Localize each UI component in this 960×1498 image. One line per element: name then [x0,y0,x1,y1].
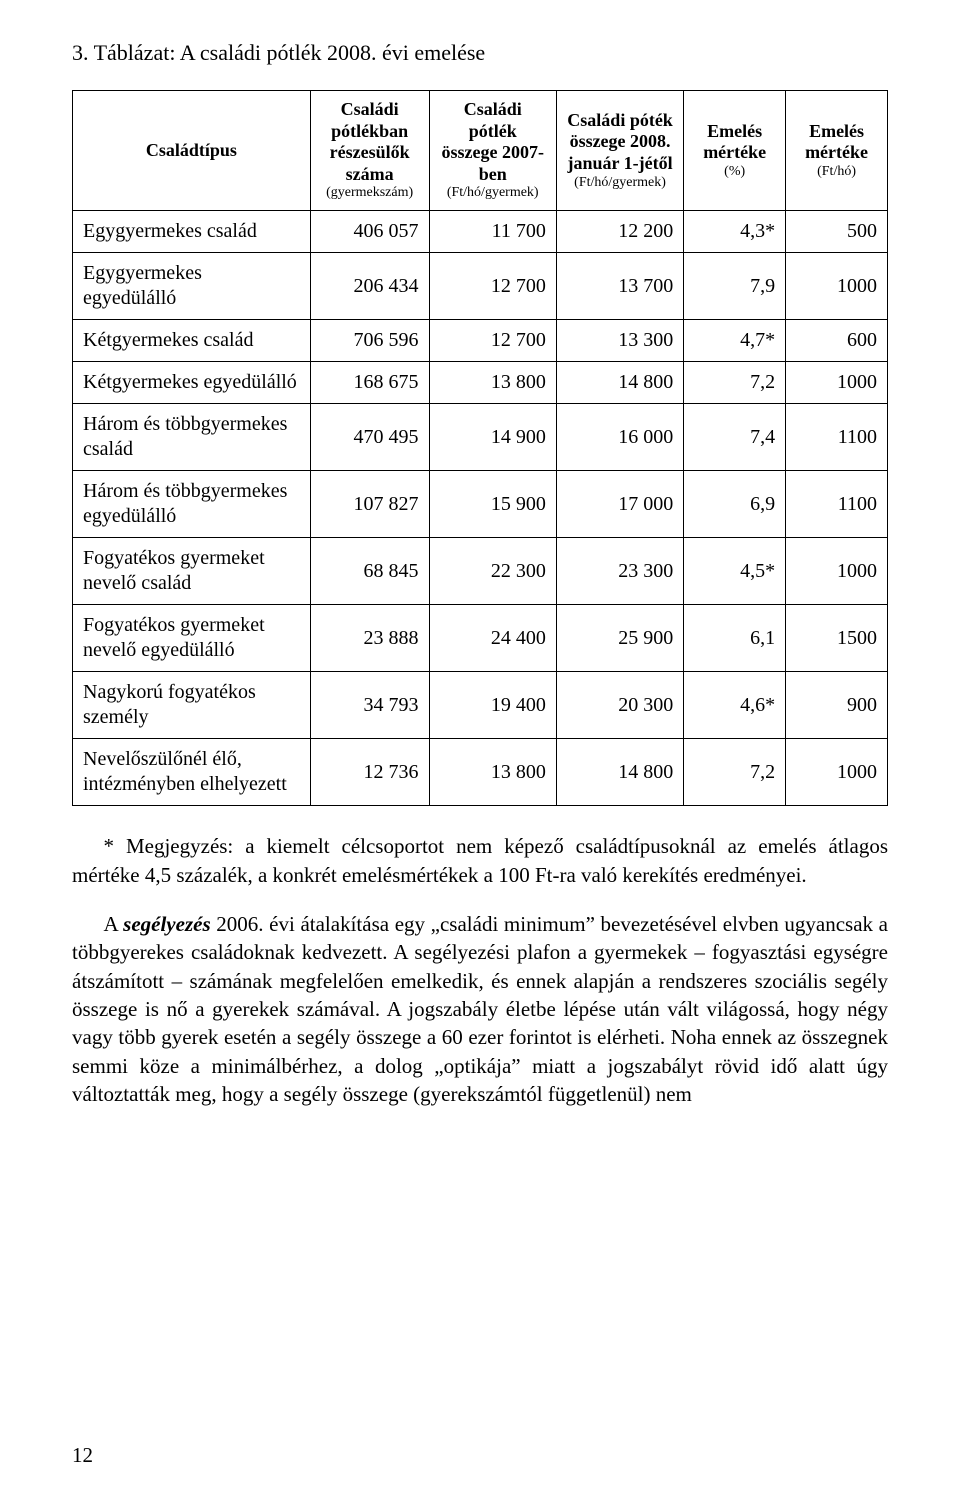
cell-sum-2008: 13 700 [556,253,683,320]
cell-sum-2008: 14 800 [556,739,683,806]
th-count-main: Családi pótlékban részesülők száma [330,99,410,184]
table-caption: 3. Táblázat: A családi pótlék 2008. évi … [72,40,888,66]
cell-sum-2007: 22 300 [429,538,556,605]
cell-pct: 6,1 [684,605,786,672]
cell-count: 470 495 [310,404,429,471]
cell-sum-2008: 17 000 [556,471,683,538]
th-ft: Emelés mértéke (Ft/hó) [786,91,888,211]
cell-sum-2008: 14 800 [556,362,683,404]
th-ft-sub: (Ft/hó) [796,164,877,181]
cell-count: 107 827 [310,471,429,538]
cell-ft: 1000 [786,739,888,806]
table-row: Fogyatékos gyermeket nevelő család68 845… [73,538,888,605]
cell-count: 206 434 [310,253,429,320]
table-row: Nevelőszülőnél élő, intézményben elhelye… [73,739,888,806]
cell-sum-2008: 23 300 [556,538,683,605]
cell-sum-2008: 25 900 [556,605,683,672]
cell-family-type: Egygyermekes család [73,211,311,253]
table-row: Egygyermekes család406 05711 70012 2004,… [73,211,888,253]
table-row: Egygyermekes egyedülálló206 43412 70013 … [73,253,888,320]
cell-ft: 1500 [786,605,888,672]
th-pct-main: Emelés mértéke [703,121,766,163]
cell-family-type: Három és többgyermekes egyedülálló [73,471,311,538]
cell-family-type: Egygyermekes egyedülálló [73,253,311,320]
cell-count: 34 793 [310,672,429,739]
cell-sum-2007: 13 800 [429,739,556,806]
cell-count: 68 845 [310,538,429,605]
cell-pct: 4,5* [684,538,786,605]
table-row: Nagykorú fogyatékos személy34 79319 4002… [73,672,888,739]
data-table: Családtípus Családi pótlékban részesülők… [72,90,888,806]
th-sum-2007: Családi pótlék összege 2007-ben (Ft/hó/g… [429,91,556,211]
table-row: Három és többgyermekes család470 49514 9… [73,404,888,471]
cell-pct: 7,4 [684,404,786,471]
cell-family-type: Három és többgyermekes család [73,404,311,471]
th-count: Családi pótlékban részesülők száma (gyer… [310,91,429,211]
cell-family-type: Fogyatékos gyermeket nevelő család [73,538,311,605]
th-sum-2008-main: Családi póték összege 2008. január 1-jét… [567,110,673,173]
cell-sum-2007: 14 900 [429,404,556,471]
cell-count: 706 596 [310,320,429,362]
cell-pct: 7,2 [684,739,786,806]
th-sum-2008: Családi póték összege 2008. január 1-jét… [556,91,683,211]
cell-pct: 6,9 [684,471,786,538]
cell-ft: 1100 [786,404,888,471]
cell-family-type: Kétgyermekes egyedülálló [73,362,311,404]
cell-family-type: Nagykorú fogyatékos személy [73,672,311,739]
th-ft-main: Emelés mértéke [805,121,868,163]
cell-sum-2008: 13 300 [556,320,683,362]
th-sum-2007-main: Családi pótlék összege 2007-ben [441,99,543,184]
cell-sum-2007: 11 700 [429,211,556,253]
cell-ft: 1000 [786,362,888,404]
cell-family-type: Fogyatékos gyermeket nevelő egyedülálló [73,605,311,672]
cell-sum-2008: 16 000 [556,404,683,471]
table-footnote: * Megjegyzés: a kiemelt célcsoportot nem… [72,832,888,889]
th-family-type: Családtípus [73,91,311,211]
cell-ft: 600 [786,320,888,362]
cell-pct: 4,3* [684,211,786,253]
body-paragraph: A segélyezés 2006. évi átalakítása egy „… [72,910,888,1108]
cell-ft: 900 [786,672,888,739]
cell-pct: 4,7* [684,320,786,362]
cell-family-type: Kétgyermekes család [73,320,311,362]
cell-sum-2007: 19 400 [429,672,556,739]
cell-sum-2007: 12 700 [429,320,556,362]
cell-count: 406 057 [310,211,429,253]
th-sum-2007-sub: (Ft/hó/gyermek) [440,185,546,202]
cell-sum-2007: 13 800 [429,362,556,404]
cell-ft: 1000 [786,253,888,320]
body-prefix: A [104,912,124,936]
table-row: Három és többgyermekes egyedülálló107 82… [73,471,888,538]
cell-ft: 500 [786,211,888,253]
body-term: segélyezés [123,912,210,936]
cell-sum-2008: 20 300 [556,672,683,739]
body-rest: 2006. évi átalakítása egy „családi minim… [72,912,888,1106]
cell-pct: 7,9 [684,253,786,320]
table-row: Kétgyermekes család706 59612 70013 3004,… [73,320,888,362]
cell-pct: 4,6* [684,672,786,739]
cell-count: 12 736 [310,739,429,806]
th-pct: Emelés mértéke (%) [684,91,786,211]
th-sum-2008-sub: (Ft/hó/gyermek) [567,175,673,192]
th-family-type-main: Családtípus [146,140,237,160]
cell-pct: 7,2 [684,362,786,404]
cell-sum-2008: 12 200 [556,211,683,253]
cell-count: 168 675 [310,362,429,404]
th-pct-sub: (%) [694,164,775,181]
th-count-sub: (gyermekszám) [321,185,419,202]
table-row: Kétgyermekes egyedülálló168 67513 80014 … [73,362,888,404]
cell-sum-2007: 12 700 [429,253,556,320]
cell-family-type: Nevelőszülőnél élő, intézményben elhelye… [73,739,311,806]
cell-sum-2007: 24 400 [429,605,556,672]
table-row: Fogyatékos gyermeket nevelő egyedülálló2… [73,605,888,672]
cell-sum-2007: 15 900 [429,471,556,538]
cell-ft: 1100 [786,471,888,538]
cell-ft: 1000 [786,538,888,605]
page-number: 12 [72,1443,93,1468]
cell-count: 23 888 [310,605,429,672]
